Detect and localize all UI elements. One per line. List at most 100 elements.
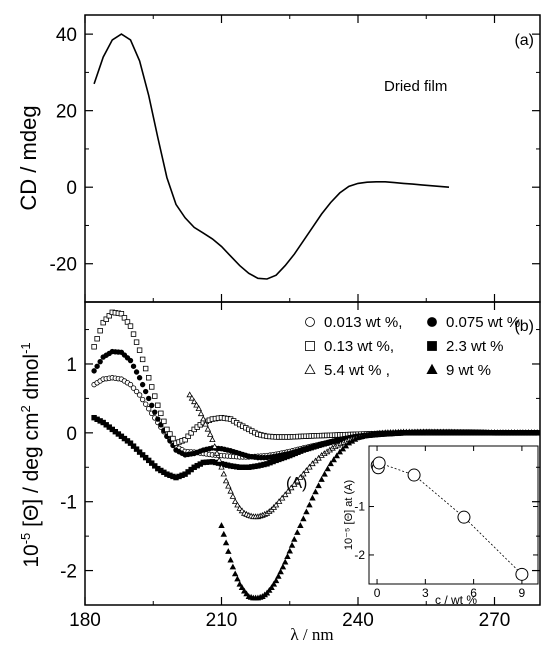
data-point [185,433,191,439]
inset-point [372,456,386,470]
inset-y-tick-label: -2 [354,548,365,562]
cd-line-dried-film [93,33,450,280]
data-point [279,563,287,570]
data-point [288,484,295,491]
inset-point [407,468,421,482]
panel-b-ylabel: 10-5 [Θ] / deg cm2 dmol-1 [18,342,43,567]
data-point [121,315,128,321]
data-point [277,568,284,575]
inset-x-tick-label: 0 [374,586,381,600]
data-point [200,415,207,422]
data-point [225,548,232,554]
data-point [195,405,202,412]
data-point [282,558,289,565]
data-point [309,460,316,467]
y-tick-label: 20 [56,102,77,123]
data-point [229,492,237,499]
data-point [142,388,149,395]
data-point [182,437,188,443]
data-point [94,336,100,342]
data-point [300,470,307,477]
legend-marker [427,317,437,327]
data-point [142,454,149,461]
ylabel-prefix: 10 [20,544,43,567]
data-point [145,395,152,402]
data-point [139,381,146,388]
legend-label: 2.3 wt % [446,338,504,355]
dried-film-annotation: Dried film [384,78,447,95]
data-point [303,508,310,515]
data-point [130,385,137,391]
data-point [286,547,293,554]
data-point [339,445,347,452]
data-point [103,316,109,322]
data-point [282,491,289,498]
series-filled-triangle [218,428,541,601]
data-point [306,463,313,470]
data-point [97,327,103,334]
data-point [204,425,212,432]
data-point [234,501,241,508]
legend-marker [304,363,316,375]
data-point [309,494,316,501]
data-point [284,553,291,559]
data-point [130,443,137,449]
data-point [124,319,131,325]
inset-point [457,510,471,524]
data-point [188,394,196,401]
data-point [297,522,304,528]
y-tick-label: -20 [50,255,77,276]
legend-label: 0.075 wt % [446,314,520,331]
data-point [91,344,97,350]
x-tick-label: 240 [342,610,374,631]
data-point [229,563,237,570]
data-point [220,530,227,537]
data-point [149,384,155,390]
inset-point [515,567,529,581]
panel-a-ylabel: CD / mdeg [16,105,41,210]
data-point [312,488,319,495]
inset-x-tick-label: 9 [519,586,526,600]
data-point [294,529,301,535]
data-point [236,580,243,587]
y-tick-label: 40 [56,25,77,46]
data-point [149,460,155,466]
data-point [167,431,173,437]
data-point [152,393,158,399]
legend-marker [305,341,315,351]
y-tick-label: -1 [60,493,77,514]
data-point [218,463,225,470]
data-point [191,398,198,405]
data-point [227,556,234,563]
data-point [318,476,325,482]
y-tick-label: 0 [66,424,77,445]
data-point [324,465,331,472]
data-point [315,454,322,461]
data-point [206,430,214,437]
ylabel-exp2: 2 [18,405,33,412]
data-point [533,429,541,436]
x-tick-label: 210 [206,610,238,631]
data-point [238,507,246,514]
inset-xlabel: c / wt % [435,593,477,607]
legend: 0.013 wt %, 0.075 wt % 0.13 wt %, 2.3 wt % 5… [304,314,520,379]
y-tick-label: -2 [60,562,77,583]
data-point [158,410,164,417]
inset-x-tick-label: 3 [422,586,429,600]
legend-label: 0.13 wt %, [324,338,394,355]
data-point [330,456,337,463]
data-point [136,449,143,455]
data-point [297,473,304,480]
data-point [303,467,310,474]
inset-frame [368,445,539,585]
data-point [291,480,298,487]
panel-a-label: (a) [514,32,534,49]
inset-x-tick-label: 6 [470,586,477,600]
panel-b-plot: 180 210 240 270 -2 -1 0 1 [60,302,541,631]
data-point [222,539,230,546]
panel-b-xlabel: λ / nm [290,625,333,644]
data-point [139,396,146,403]
data-point [327,460,334,467]
data-point [133,446,140,452]
data-point [155,416,161,422]
